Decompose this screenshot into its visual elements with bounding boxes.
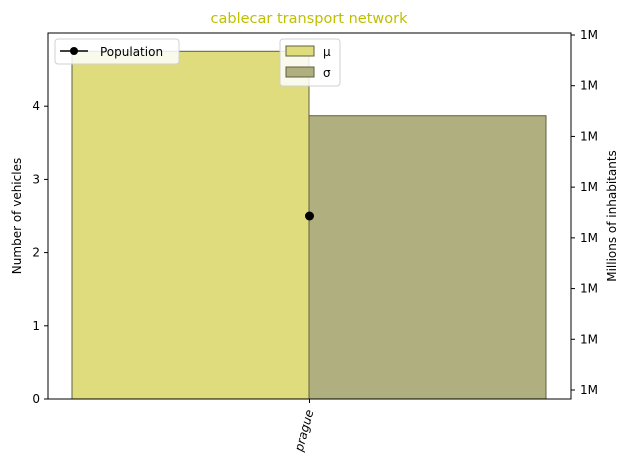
x-tick-label: prague: [292, 408, 317, 454]
y2-tick-label: 1M: [580, 332, 598, 346]
y2-tick-label: 1M: [580, 180, 598, 194]
legend-swatch-mu: [285, 45, 315, 57]
legend-swatch-sigma: [285, 66, 315, 78]
legend-box: [54, 38, 180, 65]
legend-label-sigma: σ: [323, 66, 331, 80]
y-axis-label: Number of vehicles: [10, 158, 24, 274]
population-point: [305, 211, 314, 221]
y-tick-label: 3: [32, 172, 40, 186]
legend-marker-population: [70, 47, 78, 55]
bar-mu: [71, 50, 310, 400]
right-axis: 1M 1M 1M 1M 1M 1M 1M 1M: [571, 28, 598, 397]
y-tick-label: 0: [32, 392, 40, 406]
y-tick-label: 4: [32, 99, 40, 113]
legend-bars: μσ: [279, 38, 341, 87]
legend-label-mu: μ: [323, 45, 331, 59]
y-tick-label: 1: [32, 319, 40, 333]
population-layer: [305, 211, 314, 221]
y-tick-label: 2: [32, 246, 40, 260]
y2-tick-label: 1M: [580, 79, 598, 93]
y2-tick-label: 1M: [580, 282, 598, 296]
legend-population: Population: [54, 38, 180, 65]
chart-title: cablecar transport network: [211, 11, 409, 27]
x-axis: prague: [292, 399, 317, 454]
bars-layer: [71, 50, 547, 400]
y2-tick-label: 1M: [580, 231, 598, 245]
y2-tick-label: 1M: [580, 28, 598, 42]
legend-label-population: Population: [100, 45, 163, 59]
y2-tick-label: 1M: [580, 129, 598, 143]
y2-axis-label: Millions of inhabitants: [605, 150, 619, 282]
left-axis: 0 1 2 3 4: [32, 99, 48, 406]
y2-tick-label: 1M: [580, 383, 598, 397]
bar-sigma: [308, 115, 547, 400]
